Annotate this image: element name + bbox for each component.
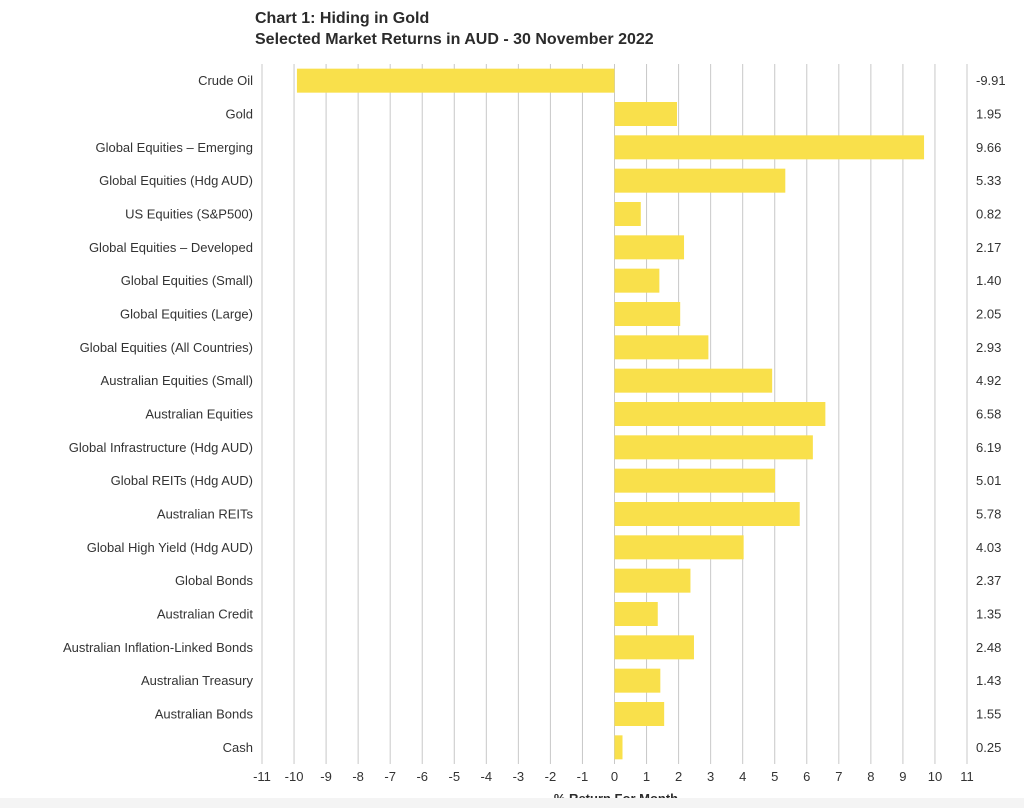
x-tick-label: -10 <box>285 769 304 784</box>
value-label: 2.17 <box>976 240 1001 255</box>
bar <box>614 202 641 226</box>
bar <box>614 168 786 193</box>
value-label: 2.93 <box>976 340 1001 355</box>
bar <box>296 68 615 93</box>
category-label: Australian Equities <box>145 407 253 422</box>
category-label: Australian Inflation-Linked Bonds <box>63 640 254 655</box>
category-label: Australian REITs <box>157 507 254 522</box>
value-label: 4.92 <box>976 373 1001 388</box>
value-label: 1.95 <box>976 107 1001 122</box>
value-label: 5.33 <box>976 173 1001 188</box>
bar <box>614 368 773 393</box>
x-tick-label: 4 <box>739 769 746 784</box>
value-label: 1.35 <box>976 607 1001 622</box>
bar <box>614 435 813 460</box>
value-label: 9.66 <box>976 140 1001 155</box>
value-label: -9.91 <box>976 73 1006 88</box>
chart-title: Chart 1: Hiding in Gold <box>255 10 430 27</box>
value-label: 5.78 <box>976 507 1001 522</box>
chart-title-block: Chart 1: Hiding in Gold Selected Market … <box>255 8 654 50</box>
x-tick-label: 1 <box>643 769 650 784</box>
bar <box>614 268 660 293</box>
chart-subtitle: Selected Market Returns in AUD - 30 Nove… <box>255 31 654 48</box>
value-label: 0.82 <box>976 207 1001 222</box>
category-label: Crude Oil <box>198 73 253 88</box>
bar <box>614 635 694 660</box>
category-label: Global Infrastructure (Hdg AUD) <box>69 440 253 455</box>
value-label: 6.19 <box>976 440 1001 455</box>
x-tick-label: -6 <box>416 769 428 784</box>
value-labels: -9.91 1.95 9.66 5.33 0.82 2.17 1.40 2.05 2.93 4.9… <box>976 73 1006 755</box>
bar <box>614 668 661 693</box>
bar <box>614 302 681 326</box>
value-label: 1.40 <box>976 273 1001 288</box>
x-tick-label: 2 <box>675 769 682 784</box>
bar <box>614 135 925 160</box>
x-tick-label: -8 <box>352 769 364 784</box>
x-tick-label: -5 <box>448 769 460 784</box>
category-label: Cash <box>223 740 253 755</box>
category-label: Global Equities (Hdg AUD) <box>99 173 253 188</box>
category-label: Global Equities – Developed <box>89 240 253 255</box>
value-label: 6.58 <box>976 407 1001 422</box>
x-tick-label: 7 <box>835 769 842 784</box>
category-label: Global High Yield (Hdg AUD) <box>87 540 253 555</box>
value-label: 2.05 <box>976 307 1001 322</box>
category-label: Global Bonds <box>175 573 254 588</box>
value-label: 4.03 <box>976 540 1001 555</box>
x-tick-label: 5 <box>771 769 778 784</box>
x-tick-label: -9 <box>320 769 332 784</box>
bar <box>614 235 685 260</box>
x-tick-label: -1 <box>577 769 589 784</box>
category-label: Global Equities (Small) <box>121 273 253 288</box>
bar <box>614 402 826 426</box>
x-tick-label: -3 <box>513 769 525 784</box>
category-label: Australian Credit <box>157 607 253 622</box>
x-tick-label: 0 <box>611 769 618 784</box>
category-label: US Equities (S&P500) <box>125 207 253 222</box>
x-tick-label: -4 <box>481 769 493 784</box>
category-label: Australian Treasury <box>141 673 253 688</box>
x-tick-label: -2 <box>545 769 557 784</box>
x-tick-label: -7 <box>384 769 396 784</box>
bar <box>614 502 800 526</box>
bar <box>614 102 677 126</box>
category-labels: Crude Oil Gold Global Equities – Emerging G… <box>63 73 254 755</box>
value-label: 1.43 <box>976 673 1001 688</box>
x-tick-label: 8 <box>867 769 874 784</box>
category-label: Global Equities (All Countries) <box>80 340 253 355</box>
value-label: 1.55 <box>976 707 1001 722</box>
x-tick-label: 10 <box>928 769 942 784</box>
bar <box>614 568 691 593</box>
bar <box>614 702 665 726</box>
category-label: Australian Bonds <box>155 707 254 722</box>
category-label: Gold <box>226 107 253 122</box>
value-label: 5.01 <box>976 473 1001 488</box>
bars <box>296 68 925 760</box>
category-label: Australian Equities (Small) <box>101 373 253 388</box>
bottom-band <box>0 798 1024 808</box>
x-tick-labels: -11 -10 -9 -8 -7 -6 -5 -4 -3 -2 -1 0 1 2 3 4 5 6 7 8 9 10 11 <box>253 769 974 784</box>
bar <box>614 335 709 360</box>
bar <box>614 602 658 626</box>
x-tick-label: 3 <box>707 769 714 784</box>
category-label: Global REITs (Hdg AUD) <box>111 473 253 488</box>
bar <box>614 735 623 760</box>
x-tick-label: 11 <box>960 769 974 784</box>
bar <box>614 468 776 493</box>
x-tick-label: 6 <box>803 769 810 784</box>
value-label: 2.48 <box>976 640 1001 655</box>
value-label: 2.37 <box>976 573 1001 588</box>
category-label: Global Equities – Emerging <box>95 140 253 155</box>
category-label: Global Equities (Large) <box>120 307 253 322</box>
bar <box>614 535 744 560</box>
value-label: 0.25 <box>976 740 1001 755</box>
x-tick-label: -11 <box>253 769 271 784</box>
x-tick-label: 9 <box>899 769 906 784</box>
